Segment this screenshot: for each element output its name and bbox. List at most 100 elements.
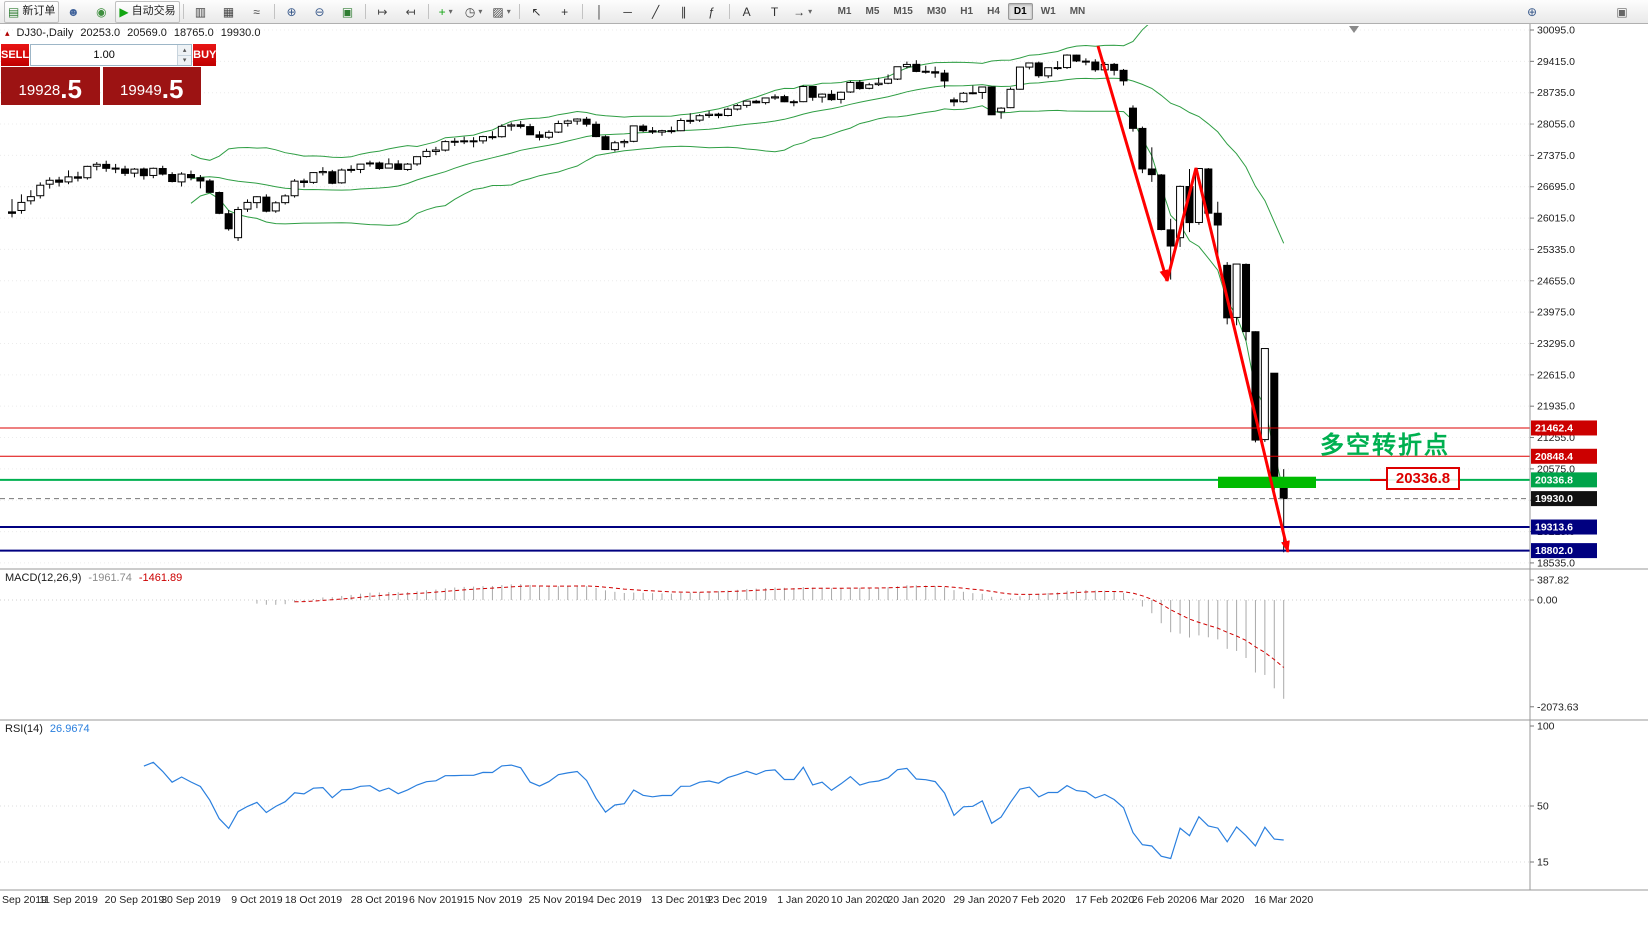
vertical-line-icon[interactable]: │: [586, 1, 614, 23]
rsi-scale[interactable]: 100 50 15: [1530, 721, 1555, 869]
buy-button[interactable]: BUY: [193, 44, 217, 66]
toolbar-separator: [728, 4, 730, 19]
timeframe-m5[interactable]: M5: [865, 6, 880, 17]
toolbar-separator: [427, 4, 429, 19]
support-zone-rectangle[interactable]: [1218, 476, 1316, 489]
time-axis-label: 23 Dec 2019: [708, 894, 768, 906]
chart-title-bar: ▴ DJ30-,Daily 20253.0 20569.0 18765.0 19…: [5, 27, 260, 39]
panel-separators[interactable]: [0, 24, 1648, 891]
timeframe-w1[interactable]: W1: [1040, 6, 1056, 17]
toolbar-separator: [273, 4, 275, 19]
equidistant-channel-icon[interactable]: ∥: [670, 1, 698, 23]
volume-spinner: ▴ ▾: [177, 45, 192, 65]
volume-input[interactable]: [31, 45, 178, 65]
time-axis-label: 4 Dec 2019: [588, 894, 642, 906]
vertical-line-icon: │: [595, 4, 604, 19]
zoom-in-icon[interactable]: ⊕: [278, 1, 306, 23]
autotrading-button[interactable]: ▶ 自动交易: [115, 0, 180, 23]
timeframe-m30[interactable]: M30: [926, 6, 947, 17]
time-axis-label: 25 Nov 2019: [529, 894, 589, 906]
indicators-icon[interactable]: + ▾: [432, 1, 460, 23]
macd-panel[interactable]: [0, 584, 1530, 699]
chart-shift-icon[interactable]: ↤: [397, 1, 425, 23]
svg-text:28735.0: 28735.0: [1537, 87, 1575, 99]
sell-button[interactable]: SELL: [1, 44, 30, 66]
text-icon[interactable]: A: [733, 1, 761, 23]
sell-price-display[interactable]: 19928.5: [1, 67, 100, 105]
timeframe-m1[interactable]: M1: [837, 6, 852, 17]
price-tag-19313.6: [1531, 519, 1597, 535]
time-axis-label: 26 Feb 2020: [1132, 894, 1191, 906]
svg-text:50: 50: [1537, 801, 1549, 813]
dock-window-icon[interactable]: ▣: [1608, 1, 1636, 23]
text-label-icon[interactable]: T: [761, 1, 789, 23]
price-tag-20848.4: [1531, 448, 1597, 464]
time-axis-label: 29 Jan 2020: [953, 894, 1011, 906]
community-icon[interactable]: ◉: [87, 1, 115, 23]
trend-arrow-annotation[interactable]: [1096, 45, 1290, 553]
timeframe-mn[interactable]: MN: [1069, 6, 1086, 17]
timeframe-h4[interactable]: H4: [987, 6, 1000, 17]
equidistant-channel-icon: ∥: [680, 4, 687, 19]
crosshair-icon[interactable]: +: [551, 1, 579, 23]
trendline-icon: ╱: [651, 4, 660, 19]
macd-scale[interactable]: 387.82 0.00 -2073.63: [1530, 575, 1579, 714]
cursor-icon[interactable]: ↖: [523, 1, 551, 23]
svg-text:26695.0: 26695.0: [1537, 181, 1575, 193]
arrows-icon[interactable]: → ▾: [789, 1, 817, 23]
horizontal-lines[interactable]: [0, 427, 1530, 552]
timeframe-d1[interactable]: D1: [1007, 3, 1033, 20]
turning-point-annotation[interactable]: 多空转折点: [1320, 432, 1450, 459]
ohlc-low: 18765.0: [173, 27, 214, 39]
timeframe-h1[interactable]: H1: [960, 6, 974, 17]
autotrading-play-icon: ▶: [119, 4, 129, 19]
price-tag-20336.8: [1531, 472, 1597, 488]
macd-value-main: -1961.74: [88, 572, 132, 584]
zoom-out-icon[interactable]: ⊖: [306, 1, 334, 23]
buy-price-display[interactable]: 19949.5: [102, 67, 201, 105]
fibonacci-icon[interactable]: ƒ: [698, 1, 726, 23]
buy-price-frac: .5: [161, 74, 184, 104]
line-chart-icon[interactable]: ≈: [243, 1, 271, 23]
auto-scroll-icon[interactable]: ↦: [369, 1, 397, 23]
ohlc-high: 20569.0: [127, 27, 167, 39]
new-order-button[interactable]: ▤ 新订单: [4, 0, 60, 23]
toolbar-separator: [182, 4, 184, 19]
periods-icon[interactable]: ◷ ▾: [460, 1, 488, 23]
svg-text:26015.0: 26015.0: [1537, 213, 1575, 225]
svg-text:18535.0: 18535.0: [1537, 557, 1575, 569]
zoom-search-icon[interactable]: ⊕: [1518, 1, 1546, 23]
time-axis-label: 20 Sep 2019: [105, 894, 165, 906]
svg-text:20848.4: 20848.4: [1535, 451, 1573, 463]
trendline-icon[interactable]: ╱: [642, 1, 670, 23]
volume-up-button[interactable]: ▴: [178, 45, 192, 56]
time-axis-label: 1 Jan 2020: [777, 894, 829, 906]
price-callout-tick: [1370, 479, 1386, 481]
horizontal-line-icon[interactable]: ─: [614, 1, 642, 23]
grid-lines: [0, 29, 1530, 564]
rsi-panel[interactable]: [0, 761, 1530, 863]
timeframe-m15[interactable]: M15: [893, 6, 913, 17]
bollinger-upper-line: [190, 25, 1149, 161]
macd-value-signal: -1461.89: [138, 572, 183, 584]
svg-text:25335.0: 25335.0: [1537, 244, 1575, 256]
candlestick-chart-icon[interactable]: ▦: [215, 1, 243, 23]
tile-windows-icon[interactable]: ▣: [334, 1, 362, 23]
time-axis-label: 18 Oct 2019: [285, 894, 342, 906]
templates-icon[interactable]: ▨ ▾: [488, 1, 516, 23]
time-axis-label: 9 Oct 2019: [231, 894, 283, 906]
rsi-value: 26.9674: [49, 723, 90, 735]
svg-text:22615.0: 22615.0: [1537, 369, 1575, 381]
price-callout-box[interactable]: 20336.8: [1386, 467, 1460, 490]
time-axis-label: 20 Jan 2020: [887, 894, 945, 906]
rsi-line: [143, 761, 1284, 860]
timeframes-group: M1 M5 M15 M30 H1 H4 D1 W1 MN: [831, 3, 1093, 20]
price-scale[interactable]: 30095.0 29415.0 28735.0 28055.0 27375.0 26695…: [1530, 25, 1597, 570]
volume-down-button[interactable]: ▾: [178, 55, 192, 65]
bar-chart-icon[interactable]: ▥: [187, 1, 215, 23]
accounts-icon[interactable]: ☻: [59, 1, 87, 23]
candlesticks: [8, 54, 1288, 553]
text-label-icon: T: [770, 4, 779, 19]
